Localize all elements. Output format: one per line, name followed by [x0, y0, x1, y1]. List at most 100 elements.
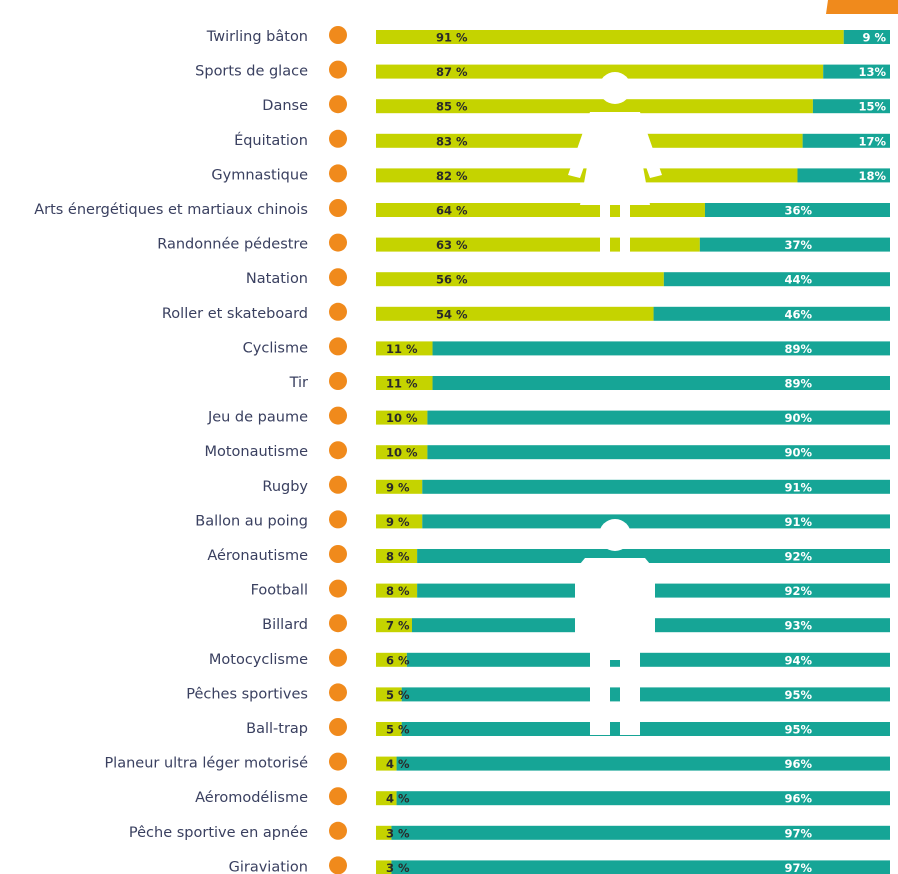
sport-icon	[329, 579, 347, 598]
bar-segment	[802, 133, 890, 148]
sport-icon	[329, 406, 347, 425]
category-label: Football	[251, 583, 308, 599]
bar-segment	[376, 341, 433, 356]
bar-segment	[396, 756, 890, 771]
sport-icon	[329, 302, 347, 321]
category-label: Arts énergétiques et martiaux chinois	[34, 202, 308, 218]
category-label: Roller et skateboard	[162, 306, 308, 322]
value-label: 37%	[784, 238, 812, 252]
bar-segment	[427, 410, 890, 425]
sport-icon	[329, 164, 347, 183]
value-label: 11 %	[386, 377, 418, 391]
sport-icon	[329, 26, 347, 44]
bar-segment	[376, 64, 824, 79]
category-label: Gymnastique	[211, 167, 308, 183]
sport-icon	[329, 199, 347, 217]
sport-icon	[329, 683, 347, 702]
value-label: 90%	[784, 411, 812, 425]
value-label: 9 %	[386, 480, 410, 494]
value-label: 15%	[858, 100, 886, 114]
female-head	[599, 72, 631, 104]
bar-segment	[376, 618, 412, 633]
value-label: 94%	[784, 653, 812, 667]
category-label: Billard	[262, 617, 308, 633]
value-label: 5 %	[386, 688, 410, 702]
sport-icon	[329, 752, 347, 771]
bar-segment	[376, 479, 423, 494]
category-label: Rugby	[262, 479, 308, 495]
bar-segment	[376, 756, 397, 771]
bar-segment	[376, 549, 418, 563]
value-label: 85 %	[436, 100, 468, 114]
bar-segment	[376, 860, 392, 874]
bar-segment	[376, 203, 705, 217]
male-head	[599, 519, 631, 551]
category-label: Ball-trap	[246, 721, 308, 737]
sport-icon	[329, 233, 347, 252]
value-label: 96%	[784, 757, 812, 771]
value-label: 89%	[784, 377, 812, 391]
bar-segment	[376, 376, 433, 390]
sport-icon	[329, 129, 347, 148]
value-label: 17%	[858, 134, 886, 148]
value-label: 63 %	[436, 238, 468, 252]
bar-segment	[376, 687, 402, 702]
bar-segment	[663, 272, 890, 287]
value-label: 8 %	[386, 584, 410, 598]
value-label: 91%	[784, 515, 812, 529]
bar-segment	[417, 549, 890, 563]
bar-segment	[704, 203, 890, 217]
bar-segment	[391, 860, 890, 874]
sport-icon	[329, 475, 347, 494]
bar-segment	[406, 652, 890, 667]
bar-segment	[376, 722, 402, 736]
corner-decoration	[826, 0, 898, 14]
silhouettes	[568, 72, 662, 735]
category-label: Jeu de paume	[207, 410, 308, 426]
value-label: 97%	[784, 826, 812, 840]
bar-segment	[432, 341, 890, 356]
bar-segment	[376, 272, 664, 287]
sport-icon	[329, 545, 347, 563]
bar-segment	[376, 583, 418, 598]
bar-segment	[376, 30, 844, 44]
sport-icon	[329, 510, 347, 529]
bar-segment	[391, 825, 890, 840]
value-label: 18%	[858, 169, 886, 183]
value-label: 87 %	[436, 65, 468, 79]
value-label: 89%	[784, 342, 812, 356]
bar-segment	[427, 445, 890, 460]
value-label: 6 %	[386, 653, 410, 667]
bar-segment	[653, 306, 890, 321]
value-label: 92%	[784, 584, 812, 598]
bar-segment	[401, 722, 890, 736]
value-label: 10 %	[386, 411, 418, 425]
value-label: 4 %	[386, 792, 410, 806]
icons	[329, 26, 347, 874]
category-label: Pêche sportive en apnée	[129, 825, 308, 841]
sport-icon	[329, 60, 347, 79]
value-label: 5 %	[386, 723, 410, 737]
bar-segment	[376, 306, 654, 321]
value-label: 4 %	[386, 757, 410, 771]
value-label: 3 %	[386, 861, 410, 874]
bar-segment	[376, 825, 392, 840]
category-label: Équitation	[234, 132, 308, 149]
female-body	[568, 112, 662, 255]
bar-segment	[376, 237, 700, 252]
bar-segment	[401, 687, 890, 702]
bar-segment	[422, 479, 890, 494]
bar-segment	[376, 445, 428, 460]
value-label: 10 %	[386, 446, 418, 460]
value-label: 97%	[784, 861, 812, 874]
value-label: 95%	[784, 688, 812, 702]
value-label: 11 %	[386, 342, 418, 356]
value-label: 91%	[784, 480, 812, 494]
category-label: Ballon au poing	[195, 513, 308, 529]
sport-icon	[329, 337, 347, 356]
category-label: Motocyclisme	[209, 652, 308, 668]
value-label: 92%	[784, 550, 812, 564]
category-label: Danse	[262, 98, 308, 114]
bar-segment	[422, 514, 890, 529]
